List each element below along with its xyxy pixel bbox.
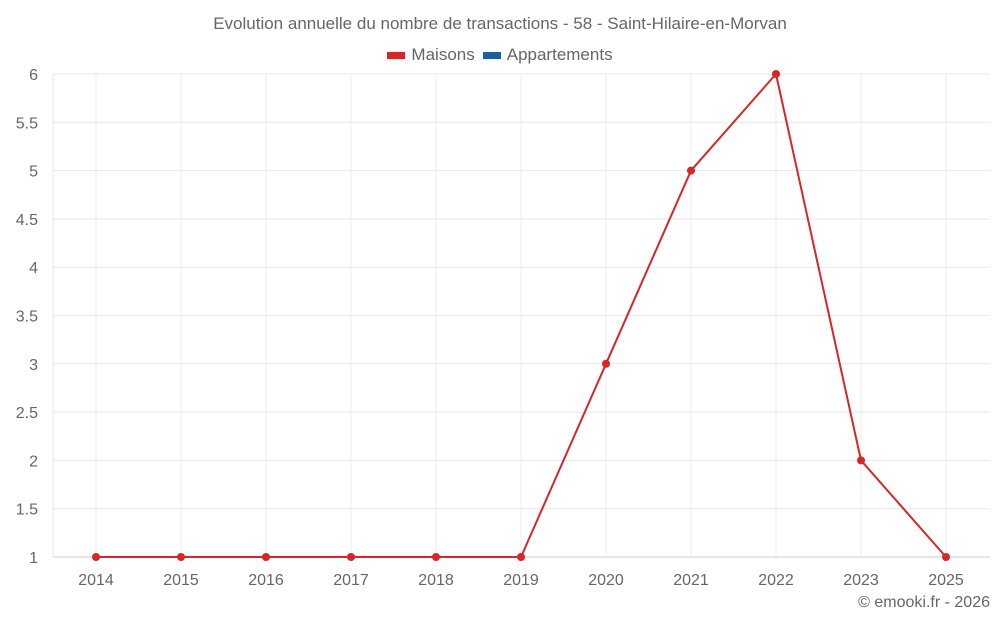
legend-label-maisons: Maisons	[411, 45, 475, 64]
y-tick-label: 1	[29, 550, 38, 567]
x-tick-label: 2021	[673, 572, 709, 589]
series-maisons	[92, 70, 950, 561]
y-tick-label: 6	[29, 67, 38, 84]
x-tick-label: 2016	[248, 572, 284, 589]
y-tick-label: 3	[29, 357, 38, 374]
y-tick-label: 4.5	[16, 212, 38, 229]
data-point[interactable]	[942, 553, 950, 561]
legend-swatch-maisons	[387, 51, 406, 59]
data-point[interactable]	[432, 553, 440, 561]
data-point[interactable]	[517, 553, 525, 561]
data-point[interactable]	[687, 166, 695, 175]
x-tick-label: 2017	[333, 572, 369, 589]
legend-item-appartements[interactable]: Appartements	[482, 45, 613, 65]
data-point[interactable]	[772, 70, 780, 78]
x-tick-label: 2014	[78, 572, 114, 589]
y-axis: 1 1.5 2 2.5 3 3.5 4 4.5 5 5.5 6	[16, 67, 38, 567]
x-tick-label: 2019	[503, 572, 539, 589]
legend-item-maisons[interactable]: Maisons	[387, 45, 475, 65]
data-point[interactable]	[602, 359, 610, 368]
data-point[interactable]	[347, 553, 355, 561]
y-tick-label: 5.5	[16, 115, 38, 132]
legend-swatch-appartements	[482, 51, 501, 59]
y-tick-label: 2.5	[16, 405, 38, 422]
y-tick-label: 1.5	[16, 502, 38, 519]
copyright-credit: © emooki.fr - 2026	[858, 594, 990, 611]
chart-legend: Maisons Appartements	[0, 45, 1000, 65]
x-tick-label: 2018	[418, 572, 454, 589]
chart-title: Evolution annuelle du nombre de transact…	[213, 14, 787, 33]
data-point[interactable]	[177, 553, 185, 561]
data-point[interactable]	[262, 553, 270, 561]
x-tick-label: 2023	[843, 572, 879, 589]
y-tick-label: 4	[29, 260, 38, 277]
x-tick-label: 2015	[163, 572, 199, 589]
x-tick-label: 2020	[588, 572, 624, 589]
x-tick-label: 2025	[928, 572, 964, 589]
x-axis: 2014 2015 2016 2017 2018 2019 2020 2021 2022 2023…	[78, 572, 964, 589]
grid-lines	[52, 73, 990, 558]
legend-label-appartements: Appartements	[506, 45, 613, 64]
y-tick-label: 2	[29, 453, 38, 470]
y-tick-label: 5	[29, 164, 38, 181]
x-tick-label: 2022	[758, 572, 794, 589]
data-point[interactable]	[857, 456, 865, 465]
y-tick-label: 3.5	[16, 309, 38, 326]
data-point[interactable]	[92, 553, 100, 561]
